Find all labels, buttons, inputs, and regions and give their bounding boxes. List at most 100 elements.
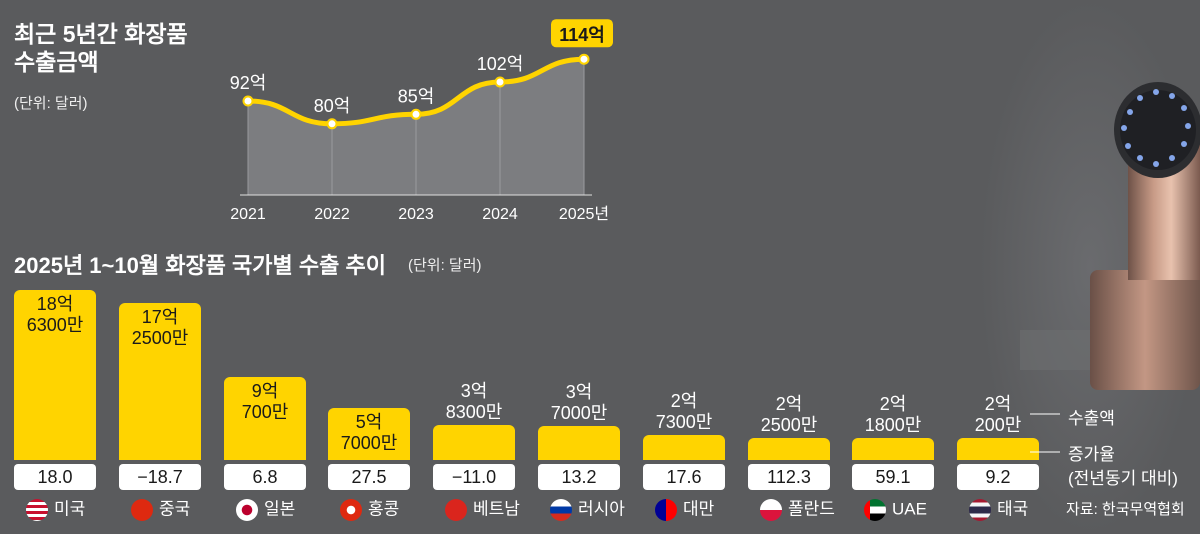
bar-value-line: 2500만 [131,328,189,348]
country-label-3: 홍콩 [340,497,399,522]
growth-rate-0: 18.0 [14,464,96,490]
country-label-2: 일본 [236,497,295,522]
country-label-1: 중국 [131,497,190,522]
bar-value-line: 2억 [984,394,1012,414]
bar-3 [328,408,410,460]
x-tick-label-3: 2024 [482,206,518,223]
us-flag-icon [26,498,48,521]
bar-7 [748,438,830,460]
growth-rate-6: 17.6 [643,464,725,490]
bar-value-line: 1800만 [864,415,922,435]
country-name: 일본 [264,499,296,519]
legend-export: 수출액 [1068,409,1115,428]
bar-value-line: 9억 [251,381,279,401]
vietnam-flag-icon [445,498,467,521]
country-label-0: 미국 [26,497,85,522]
country-name: 태국 [997,499,1029,519]
country-name: UAE [892,499,927,519]
growth-rate-8: 59.1 [852,464,934,490]
line-point-4 [578,53,590,65]
thailand-flag-icon [969,498,991,521]
source-note: 자료: 한국무역협회 [1066,501,1185,518]
bar-5 [538,426,620,460]
country-name: 베트남 [473,499,520,519]
bar-value-label-4: 3억 8300만 [433,381,515,423]
hongkong-flag-icon [340,498,362,521]
bar-6 [643,435,725,460]
country-name: 대만 [683,499,715,519]
bar-8 [852,438,934,460]
bar-value-label-2: 9억 700만 [224,381,306,423]
country-name: 러시아 [578,499,625,519]
bar-9 [957,438,1039,460]
x-tick-label-1: 2022 [314,206,350,223]
growth-rate-2: 6.8 [224,464,306,490]
country-name: 홍콩 [368,499,400,519]
bar-value-label-3: 5억 7000만 [328,412,410,454]
line-chart-title: 최근 5년간 화장품 [14,21,188,47]
bar-value-line: 200만 [974,415,1022,435]
poland-flag-icon [760,498,782,521]
bar-value-line: 2500만 [760,415,818,435]
uae-flag-icon [864,498,886,521]
bar-value-label-1: 17억 2500만 [119,307,201,349]
japan-flag-icon [236,498,258,521]
country-label-5: 러시아 [550,497,625,522]
country-label-9: 태국 [969,497,1028,522]
growth-rate-4: −11.0 [433,464,515,490]
bar-value-line: 6300만 [26,315,84,335]
legend-growth: 증가율 [1068,445,1115,464]
bar-value-line: 700만 [241,402,289,422]
bar-value-line: 2억 [775,394,803,414]
bar-value-label-8: 2억 1800만 [852,394,934,436]
highlight-label-box [551,19,613,48]
bar-value-label-7: 2억 2500만 [748,394,830,436]
russia-flag-icon [550,498,572,521]
bar-value-line: 7300만 [655,412,713,432]
growth-rate-1: −18.7 [119,464,201,490]
country-label-8: UAE [864,497,927,522]
bar-value-label-9: 2억 200만 [957,394,1039,436]
line-value-label-4: 114억 [559,25,605,45]
bar-value-line: 18억 [36,294,74,314]
bar-2 [224,377,306,460]
line-chart-title-line2: 수출금액 [14,49,99,75]
bar-value-line: 7000만 [340,433,398,453]
x-tick-label-4: 2025년 [559,205,609,223]
country-name: 중국 [159,499,191,519]
legend-growth-note: (전년동기 대비) [1068,469,1178,488]
bar-0 [14,290,96,460]
line-chart-unit: (단위: 달러) [14,95,88,112]
growth-rate-5: 13.2 [538,464,620,490]
bar-value-line: 7000만 [550,403,608,423]
bar-value-line: 2억 [670,391,698,411]
bar-1 [119,303,201,460]
china-flag-icon [131,498,153,521]
x-tick-label-0: 2021 [230,206,266,223]
growth-rate-3: 27.5 [328,464,410,490]
country-label-4: 베트남 [445,497,520,522]
line-value-label-1: 80억 [314,96,351,116]
country-name: 폴란드 [788,499,835,519]
line-point-0 [242,95,254,107]
bar-chart-unit: (단위: 달러) [408,257,482,274]
bar-chart-title: 2025년 1~10월 화장품 국가별 수출 추이 [14,253,386,278]
bar-value-line: 17억 [141,307,179,327]
growth-rate-9: 9.2 [957,464,1039,490]
bar-value-line: 5억 [355,412,383,432]
line-value-label-2: 85억 [398,86,435,106]
growth-rate-7: 112.3 [748,464,830,490]
taiwan-flag-icon [655,498,677,521]
bar-value-label-0: 18억 6300만 [14,294,96,336]
country-label-6: 대만 [655,497,714,522]
line-value-label-3: 102억 [477,54,524,74]
line-point-1 [326,118,338,130]
bar-value-line: 8300만 [445,402,503,422]
country-name: 미국 [54,499,86,519]
bar-value-line: 3억 [565,382,593,402]
line-point-3 [494,76,506,88]
line-chart: 92억 2021 80억 2022 85억 2023 102억 2024 114억 2025년 [230,19,613,223]
bar-value-line: 3억 [460,381,488,401]
bar-value-line: 2억 [879,394,907,414]
